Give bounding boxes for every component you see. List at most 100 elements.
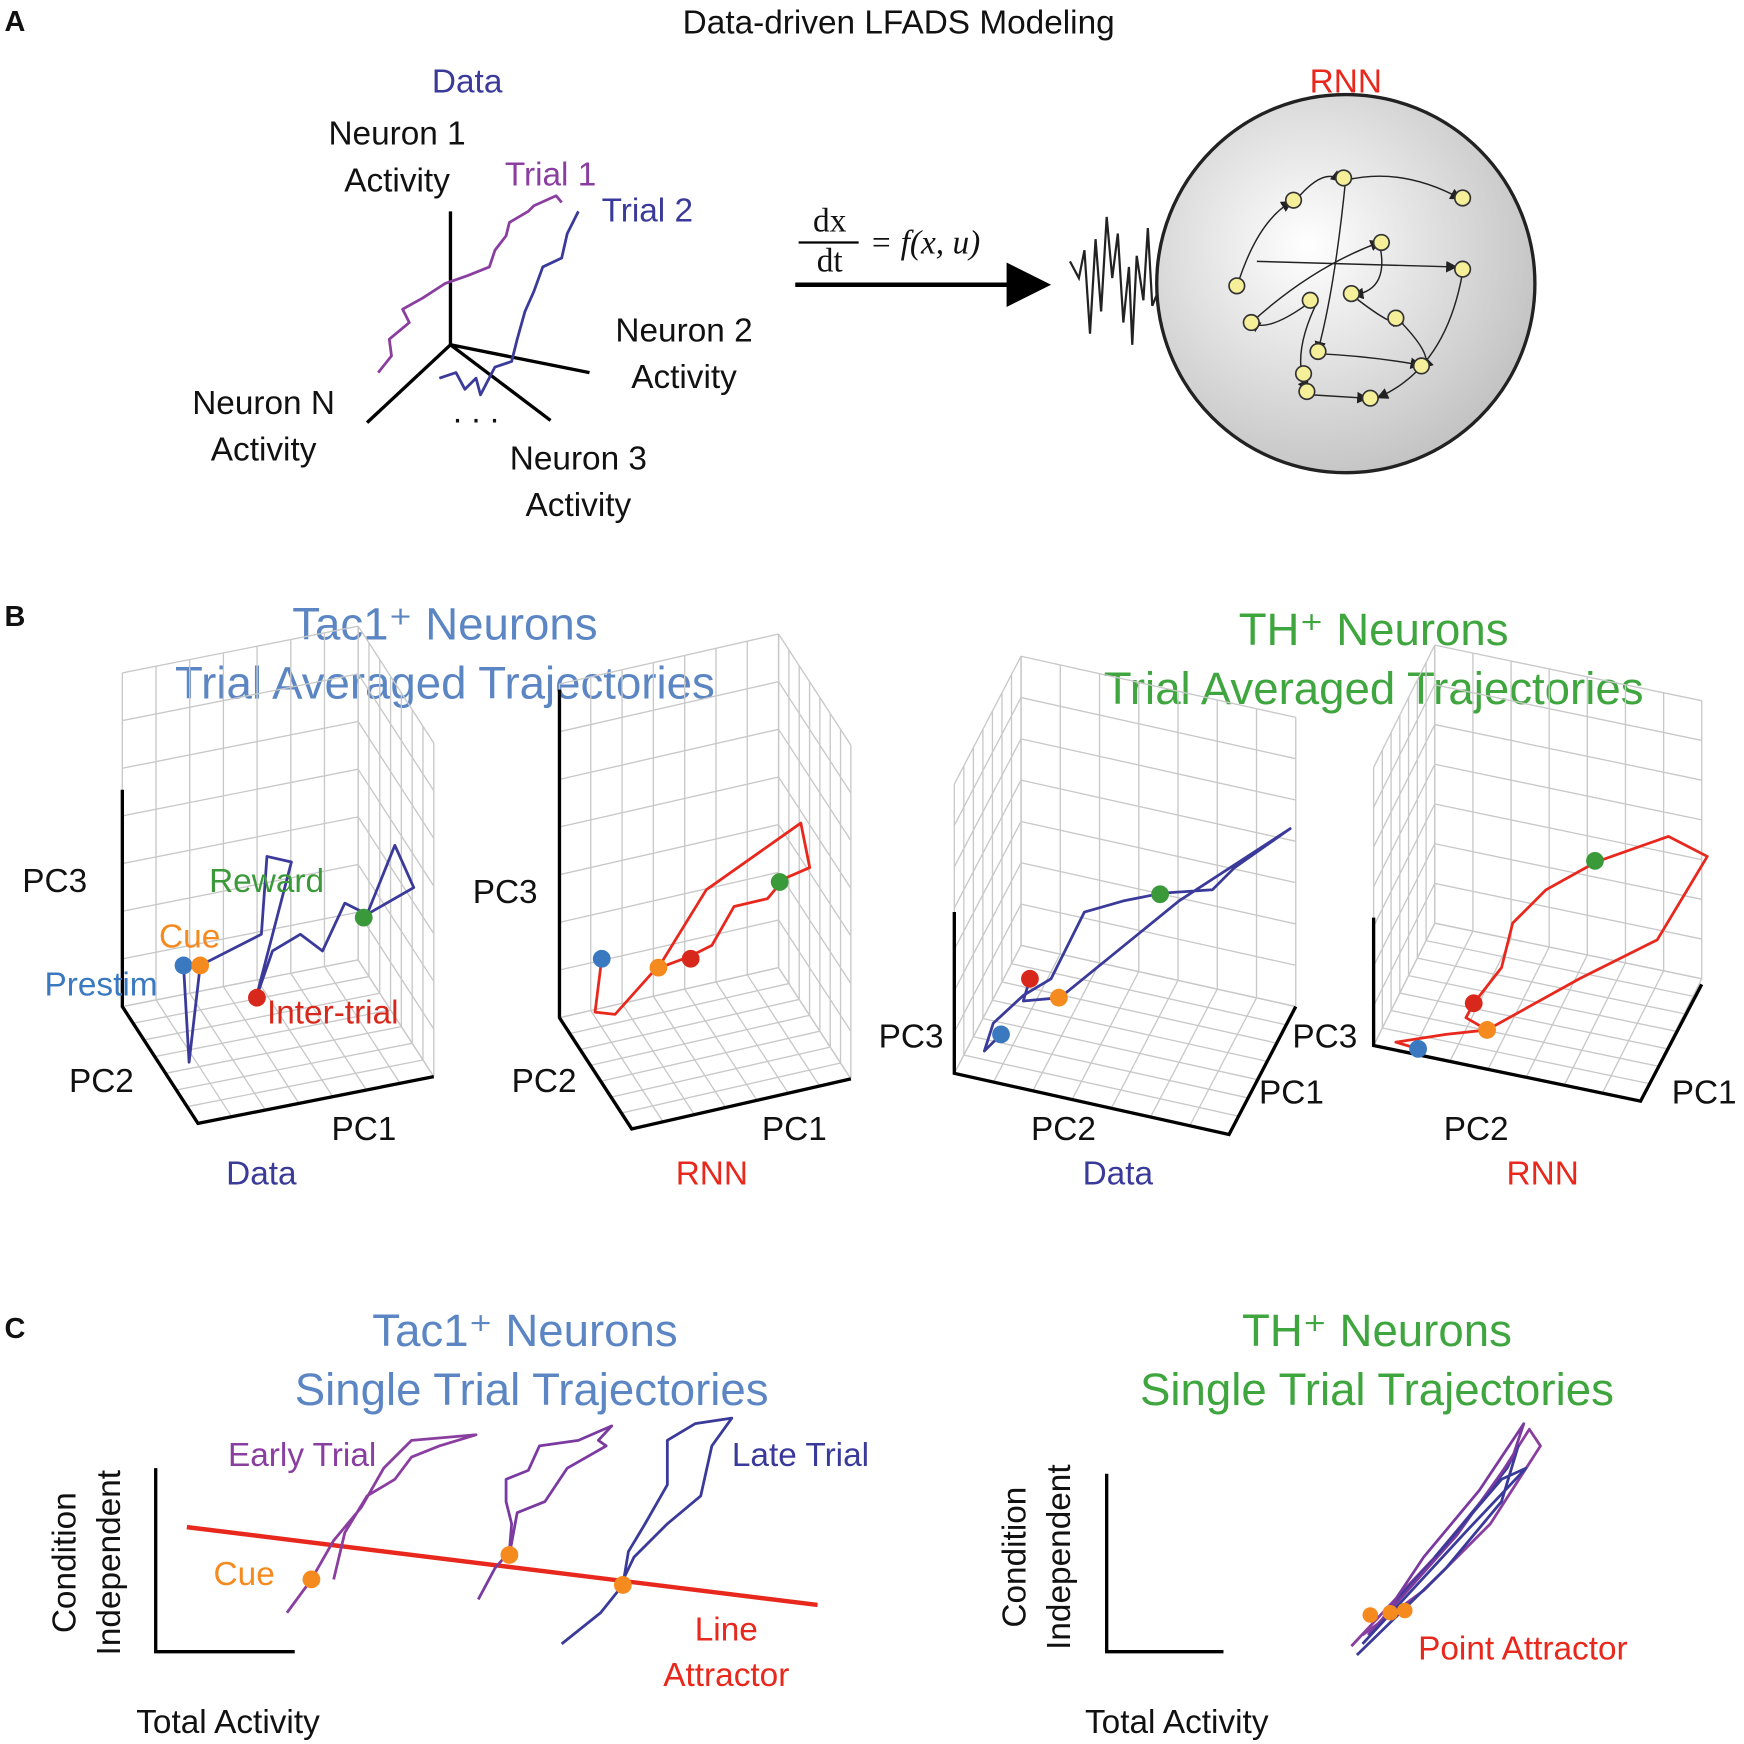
x-label: Total Activity (136, 1704, 320, 1741)
grid-line (1601, 970, 1665, 1094)
attractor-label: Line (695, 1612, 758, 1649)
axis-label: PC1 (1672, 1074, 1737, 1111)
grid-line (122, 625, 359, 674)
grid-line (1417, 957, 1685, 1015)
grid-line (778, 728, 852, 841)
plot-caption: RNN (676, 1156, 748, 1193)
grid-line (778, 919, 852, 1032)
grid-line (1020, 903, 1296, 966)
grid-line (715, 981, 789, 1094)
group-title: TH⁺ Neurons (1239, 604, 1509, 655)
axis-label: PC1 (1259, 1074, 1324, 1111)
grid-line (1563, 962, 1627, 1086)
grid-line (122, 673, 359, 722)
axis-label: Neuron 2 (615, 312, 752, 349)
axis-label: Neuron N (192, 385, 335, 422)
grid-line (1434, 922, 1702, 980)
grid-line (1434, 684, 1702, 742)
grid-line (559, 967, 779, 1019)
group-title: Tac1⁺ Neurons (292, 599, 597, 650)
grid-line (559, 871, 779, 924)
trial-label: Trial 2 (602, 192, 693, 229)
grid-line (1434, 723, 1702, 781)
eq-denominator: dt (817, 242, 844, 279)
axis-label: PC3 (22, 863, 87, 900)
grid-line (1110, 980, 1179, 1109)
trajectories (182, 821, 1709, 1064)
grid-line (256, 979, 334, 1098)
grid-line (778, 776, 852, 889)
equation: dx dt = f(x, u) (795, 202, 1052, 307)
grid-line (1434, 882, 1702, 940)
grid-line (590, 1014, 810, 1067)
grid-line (189, 992, 266, 1111)
grid-line (1434, 843, 1702, 900)
x-label: Total Activity (1085, 1704, 1269, 1741)
plot-caption: Data (1083, 1156, 1154, 1193)
y-label: Condition (996, 1487, 1033, 1628)
marker-label: Inter-trial (267, 994, 399, 1031)
axis-label: Activity (631, 359, 737, 396)
data-label: Data (432, 63, 503, 100)
axis-label: Activity (344, 162, 450, 199)
grid-line (1425, 939, 1694, 997)
panel-label: A (4, 6, 25, 38)
panel-label: C (4, 1313, 25, 1345)
grid-line (357, 721, 435, 839)
panel-title: Data-driven LFADS Modeling (683, 4, 1115, 41)
grid-line (652, 995, 727, 1108)
grid-line (953, 655, 1022, 785)
grid-line (621, 1062, 841, 1114)
grid-line (1373, 684, 1436, 808)
group-title: Trial Averaged Trajectories (175, 657, 715, 708)
grid-line (579, 998, 800, 1051)
grid-line (357, 816, 435, 935)
neuron-axes (365, 194, 590, 424)
axis-label: Neuron 3 (510, 440, 647, 477)
grid-line (600, 1030, 821, 1082)
grid-line (122, 959, 359, 1008)
grid-line (559, 776, 779, 828)
axis-label: Activity (526, 487, 632, 524)
grid-line (1149, 988, 1218, 1118)
grid-line (155, 999, 233, 1118)
grid-line (778, 967, 852, 1080)
axis-label: PC3 (879, 1019, 944, 1056)
grid-line (1373, 724, 1436, 848)
grid-line (621, 1003, 695, 1115)
grid-line (992, 999, 1268, 1063)
grid-line (1020, 655, 1296, 719)
grid-line (122, 816, 359, 865)
grid-line (559, 633, 779, 685)
grid-line (323, 966, 401, 1084)
grid-line (1373, 763, 1436, 887)
axis-label: Activity (211, 431, 317, 468)
grid-line (357, 864, 435, 982)
grid-line (973, 1036, 1249, 1099)
eq-numerator: dx (813, 202, 847, 239)
grid-line (610, 1046, 831, 1098)
grid-line (1032, 962, 1101, 1092)
grid-line (1373, 883, 1436, 1007)
ellipsis: . . . (453, 394, 499, 431)
y-label: Independent (91, 1469, 128, 1655)
grid-line (1390, 1009, 1659, 1067)
group-title: Single Trial Trajectories (1140, 1364, 1614, 1415)
grid-line (953, 779, 1022, 909)
grid-line (1020, 944, 1296, 1008)
grid-line (982, 1017, 1258, 1081)
grid-line (778, 633, 852, 746)
grid-line (559, 728, 779, 781)
panel-label: B (4, 601, 25, 633)
axis-label: PC2 (512, 1063, 577, 1100)
grid-line (1399, 992, 1667, 1050)
grid-line (1001, 981, 1277, 1044)
trial-label: Trial 1 (505, 157, 596, 194)
grid-line (357, 768, 435, 887)
grid-line (122, 768, 359, 817)
group-title: Tac1⁺ Neurons (372, 1305, 677, 1356)
grid-line (590, 1010, 664, 1123)
grid-line (176, 1042, 413, 1091)
grid-line (953, 903, 1022, 1033)
grid-line (122, 863, 359, 912)
